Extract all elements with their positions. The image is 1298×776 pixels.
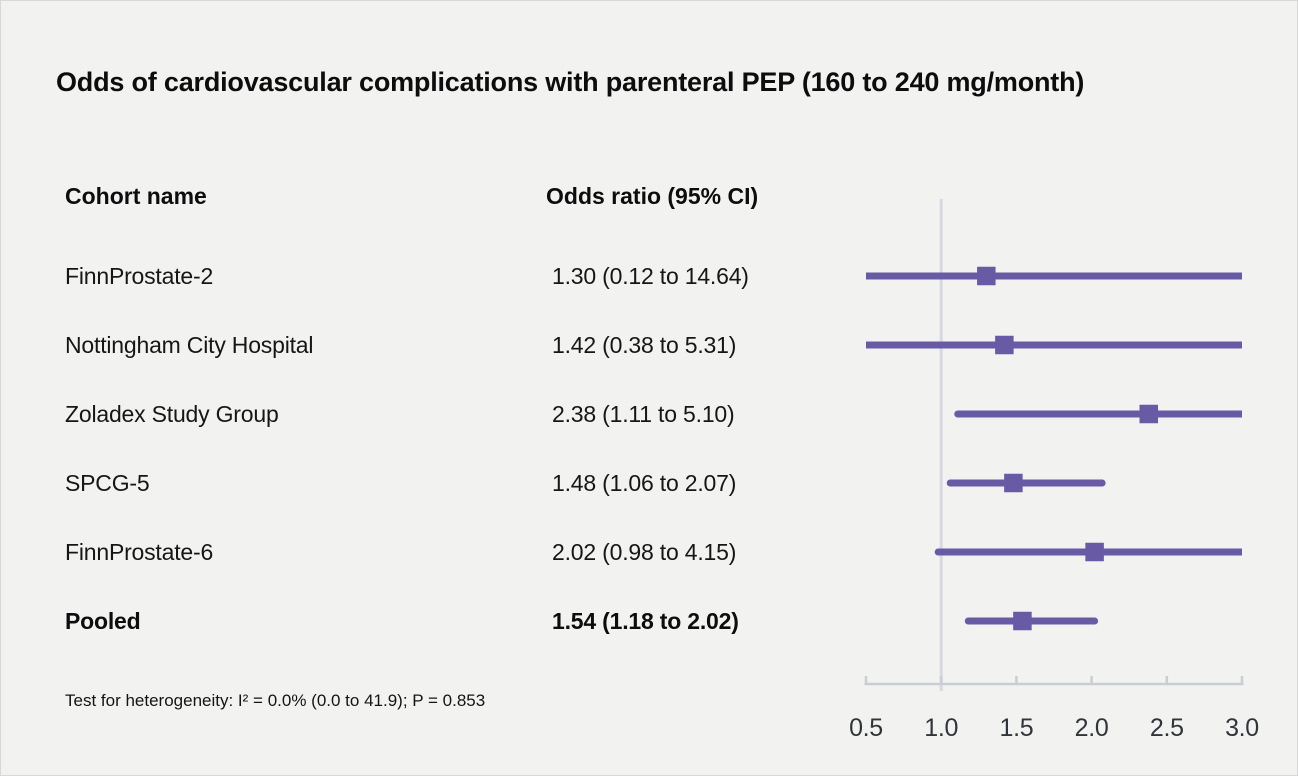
ci-cap-right	[1098, 479, 1106, 487]
odds-ratio-value-pooled: 1.54 (1.18 to 2.02)	[552, 607, 739, 634]
column-header-odds-ratio: Odds ratio (95% CI)	[546, 182, 759, 209]
ci-cap-left	[964, 617, 972, 625]
odds-ratio-value: 2.38 (1.11 to 5.10)	[552, 400, 735, 427]
x-axis-tick-label: 1.5	[999, 714, 1033, 742]
or-marker	[995, 335, 1014, 355]
ci-cap-left	[946, 479, 954, 487]
cohort-name: Zoladex Study Group	[65, 400, 279, 427]
forest-plot: 0.5 1.0 1.5 2.0 2.5 3.0	[849, 199, 1259, 742]
ci-cap-left	[954, 410, 962, 418]
column-header-cohort: Cohort name	[65, 182, 207, 209]
cohort-name: Nottingham City Hospital	[65, 331, 314, 358]
cohort-name-pooled: Pooled	[65, 607, 141, 634]
or-marker	[1085, 542, 1104, 562]
or-marker	[1139, 404, 1159, 424]
or-marker-pooled	[1013, 611, 1032, 631]
cohort-name: FinnProstate-2	[65, 262, 214, 289]
or-marker	[1004, 473, 1023, 493]
or-marker	[977, 266, 996, 286]
x-axis-tick-label: 1.0	[924, 714, 958, 742]
odds-ratio-value: 1.48 (1.06 to 2.07)	[552, 469, 737, 496]
ci-cap-right	[1091, 617, 1099, 625]
odds-ratio-value: 2.02 (0.98 to 4.15)	[552, 538, 737, 565]
cohort-name: SPCG-5	[65, 469, 150, 496]
cohort-name: FinnProstate-6	[65, 538, 214, 565]
heterogeneity-footnote: Test for heterogeneity: I² = 0.0% (0.0 t…	[65, 691, 486, 710]
page-title: Odds of cardiovascular complications wit…	[56, 67, 1085, 97]
odds-ratio-value: 1.30 (0.12 to 14.64)	[552, 262, 749, 289]
x-axis-tick-label: 2.0	[1075, 714, 1109, 742]
odds-ratio-value: 1.42 (0.38 to 5.31)	[552, 331, 737, 358]
ci-cap-left	[934, 548, 942, 556]
x-axis-tick-label: 2.5	[1150, 714, 1184, 742]
x-axis-tick-label: 3.0	[1225, 714, 1259, 742]
x-axis-tick-label: 0.5	[849, 714, 883, 742]
